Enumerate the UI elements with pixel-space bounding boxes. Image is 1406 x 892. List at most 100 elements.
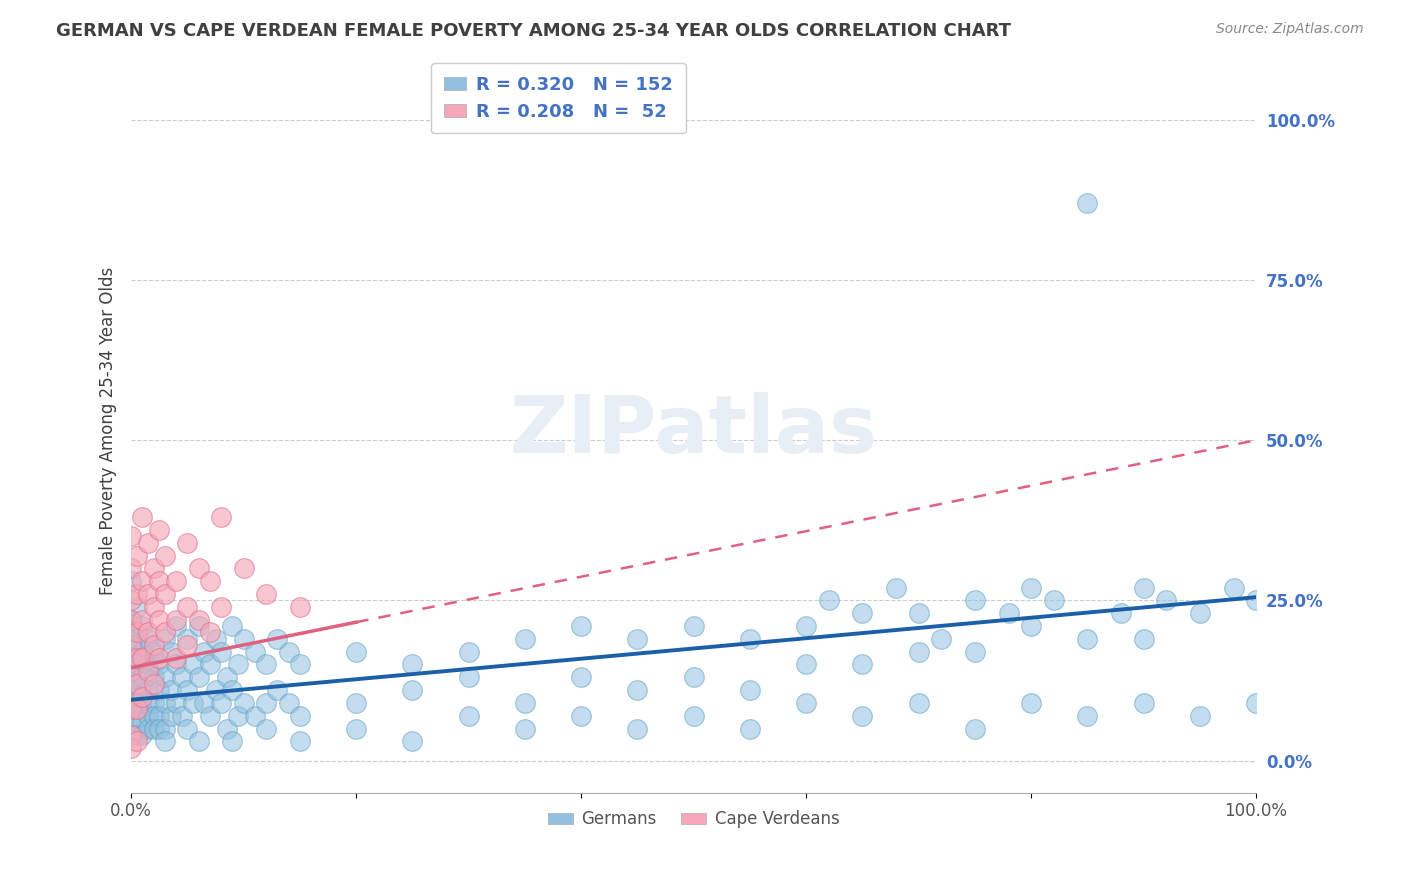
Point: [120, 702, 142, 716]
Point: [277, 696, 299, 710]
Point: [193, 645, 215, 659]
Point: [1132, 581, 1154, 595]
Point: [1076, 632, 1098, 646]
Point: [120, 625, 142, 640]
Point: [794, 657, 817, 672]
Point: [125, 676, 148, 690]
Point: [243, 645, 266, 659]
Point: [215, 670, 238, 684]
Point: [232, 696, 254, 710]
Point: [1109, 606, 1132, 620]
Point: [131, 651, 153, 665]
Point: [120, 561, 142, 575]
Point: [125, 676, 148, 690]
Point: [153, 625, 176, 640]
Point: [153, 670, 176, 684]
Point: [136, 632, 159, 646]
Point: [851, 606, 873, 620]
Point: [204, 632, 226, 646]
Point: [513, 722, 536, 736]
Point: [165, 613, 187, 627]
Point: [997, 606, 1019, 620]
Point: [929, 632, 952, 646]
Point: [193, 696, 215, 710]
Point: [159, 683, 181, 698]
Point: [884, 581, 907, 595]
Point: [198, 657, 221, 672]
Point: [254, 722, 277, 736]
Point: [153, 632, 176, 646]
Point: [142, 670, 165, 684]
Point: [120, 728, 142, 742]
Point: [232, 561, 254, 575]
Point: [120, 683, 142, 698]
Point: [125, 651, 148, 665]
Point: [125, 715, 148, 730]
Point: [176, 638, 198, 652]
Point: [1188, 708, 1211, 723]
Point: [159, 708, 181, 723]
Point: [1019, 619, 1042, 633]
Point: [120, 696, 142, 710]
Point: [131, 574, 153, 589]
Point: [187, 734, 209, 748]
Point: [1019, 696, 1042, 710]
Point: [254, 587, 277, 601]
Point: [136, 722, 159, 736]
Point: [120, 664, 142, 678]
Point: [226, 708, 249, 723]
Point: [254, 657, 277, 672]
Point: [794, 696, 817, 710]
Point: [626, 632, 648, 646]
Point: [120, 638, 142, 652]
Point: [120, 670, 142, 684]
Point: [153, 696, 176, 710]
Point: [232, 632, 254, 646]
Point: [120, 664, 142, 678]
Point: [851, 657, 873, 672]
Point: [136, 587, 159, 601]
Y-axis label: Female Poverty Among 25-34 Year Olds: Female Poverty Among 25-34 Year Olds: [100, 267, 117, 595]
Point: [198, 574, 221, 589]
Point: [682, 708, 704, 723]
Point: [288, 657, 311, 672]
Point: [907, 606, 929, 620]
Point: [120, 613, 142, 627]
Point: [131, 619, 153, 633]
Point: [165, 657, 187, 672]
Point: [569, 619, 592, 633]
Point: [136, 696, 159, 710]
Point: [457, 670, 479, 684]
Point: [165, 696, 187, 710]
Point: [1132, 632, 1154, 646]
Point: [125, 632, 148, 646]
Point: [165, 619, 187, 633]
Point: [170, 670, 193, 684]
Point: [457, 645, 479, 659]
Point: [165, 651, 187, 665]
Point: [120, 708, 142, 723]
Point: [142, 722, 165, 736]
Point: [963, 593, 986, 607]
Point: [187, 670, 209, 684]
Point: [136, 683, 159, 698]
Point: [1244, 696, 1267, 710]
Point: [153, 587, 176, 601]
Point: [277, 645, 299, 659]
Point: [209, 510, 232, 524]
Point: [963, 645, 986, 659]
Point: [176, 683, 198, 698]
Point: [153, 734, 176, 748]
Point: [148, 722, 170, 736]
Point: [148, 574, 170, 589]
Point: [569, 708, 592, 723]
Point: [738, 683, 761, 698]
Point: [288, 734, 311, 748]
Point: [159, 645, 181, 659]
Point: [344, 722, 367, 736]
Point: [131, 715, 153, 730]
Point: [626, 722, 648, 736]
Point: [131, 613, 153, 627]
Point: [569, 670, 592, 684]
Point: [120, 651, 142, 665]
